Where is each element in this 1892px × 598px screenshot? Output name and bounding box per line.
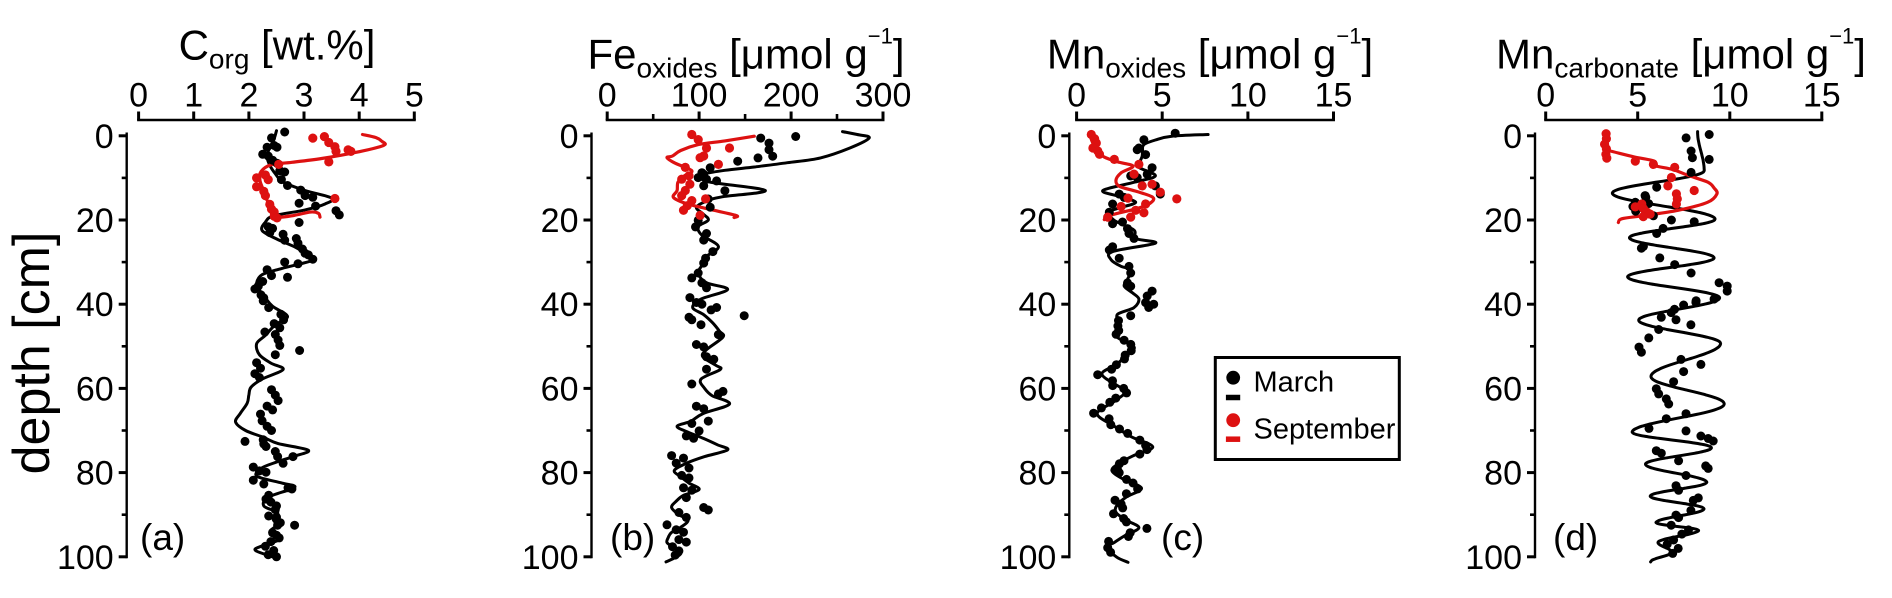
- svg-text:5: 5: [1153, 77, 1172, 115]
- svg-text:(c): (c): [1161, 517, 1204, 558]
- svg-text:0: 0: [129, 77, 148, 115]
- svg-text:March: March: [1254, 367, 1335, 399]
- svg-text:100: 100: [522, 539, 579, 577]
- svg-text:100: 100: [57, 539, 114, 577]
- svg-text:(b): (b): [610, 517, 655, 558]
- svg-text:200: 200: [763, 77, 820, 115]
- svg-text:15: 15: [1315, 77, 1353, 115]
- svg-text:40: 40: [76, 286, 114, 324]
- svg-text:40: 40: [541, 286, 579, 324]
- svg-text:60: 60: [1484, 370, 1522, 408]
- svg-text:0: 0: [1037, 118, 1056, 156]
- svg-text:40: 40: [1018, 286, 1056, 324]
- svg-text:10: 10: [1229, 77, 1267, 115]
- svg-text:60: 60: [1018, 370, 1056, 408]
- svg-text:80: 80: [541, 455, 579, 493]
- svg-text:0: 0: [1503, 118, 1522, 156]
- svg-text:40: 40: [1484, 286, 1522, 324]
- svg-text:60: 60: [76, 370, 114, 408]
- svg-text:20: 20: [541, 202, 579, 240]
- svg-text:20: 20: [76, 202, 114, 240]
- svg-text:4: 4: [350, 77, 369, 115]
- svg-text:300: 300: [855, 77, 912, 115]
- svg-text:0: 0: [1536, 77, 1555, 115]
- svg-text:2: 2: [239, 77, 258, 115]
- svg-text:80: 80: [1484, 455, 1522, 493]
- svg-text:100: 100: [671, 77, 728, 115]
- svg-text:0: 0: [598, 77, 617, 115]
- svg-text:80: 80: [1018, 455, 1056, 493]
- svg-text:Feoxides​ [μmol g−1​]: Feoxides​ [μmol g−1​]: [588, 24, 905, 84]
- svg-text:60: 60: [541, 370, 579, 408]
- svg-text:3: 3: [295, 77, 314, 115]
- svg-text:15: 15: [1803, 77, 1841, 115]
- svg-text:5: 5: [405, 77, 424, 115]
- svg-text:Corg​ [wt.%]: Corg​ [wt.%]: [179, 22, 376, 75]
- svg-text:(a): (a): [140, 517, 185, 558]
- svg-text:1: 1: [184, 77, 203, 115]
- svg-text:0: 0: [560, 118, 579, 156]
- svg-text:100: 100: [1465, 539, 1522, 577]
- svg-text:Mnoxides​ [μmol g−1​]: Mnoxides​ [μmol g−1​]: [1047, 24, 1373, 84]
- svg-text:0: 0: [95, 118, 114, 156]
- svg-text:(d): (d): [1553, 517, 1598, 558]
- svg-text:depth [cm]: depth [cm]: [3, 232, 61, 475]
- svg-text:100: 100: [1000, 539, 1057, 577]
- svg-text:0: 0: [1067, 77, 1086, 115]
- svg-text:Mncarbonate​ [μmol g−1​]: Mncarbonate​ [μmol g−1​]: [1496, 24, 1866, 84]
- svg-text:80: 80: [76, 455, 114, 493]
- svg-text:20: 20: [1484, 202, 1522, 240]
- svg-text:5: 5: [1628, 77, 1647, 115]
- svg-text:September: September: [1254, 414, 1396, 446]
- svg-text:10: 10: [1711, 77, 1749, 115]
- svg-text:20: 20: [1018, 202, 1056, 240]
